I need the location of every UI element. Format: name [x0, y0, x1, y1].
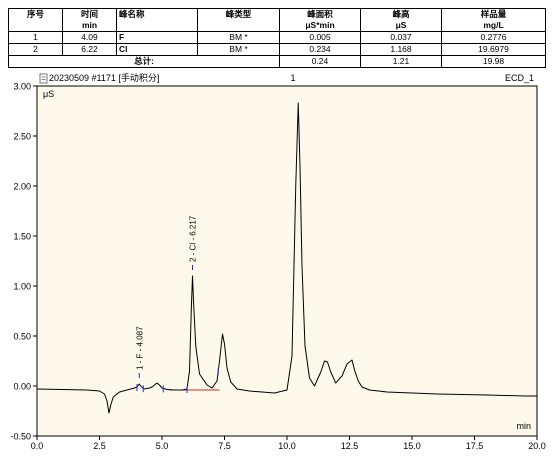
- y-tick-label: -0.50: [10, 432, 31, 442]
- x-tick-label: 10.0: [278, 441, 296, 451]
- cell-area: 0.234: [279, 43, 361, 56]
- unit-peak-name: [116, 20, 198, 32]
- col-header-peak-name: 峰名称: [116, 8, 198, 20]
- y-tick-label: 1.50: [13, 232, 31, 242]
- cell-height: 0.037: [360, 31, 442, 44]
- chart-header-left: 20230509 #1171 [手动积分]: [49, 72, 159, 83]
- total-area: 0.24: [279, 55, 361, 68]
- y-tick-label: 3.00: [13, 82, 31, 92]
- y-tick-label: 0.50: [13, 332, 31, 342]
- total-amount: 19.98: [441, 55, 546, 68]
- col-header-time: 时间: [62, 8, 117, 20]
- x-tick-label: 12.5: [341, 441, 359, 451]
- peak-table: 序号 时间 峰名称 峰类型 峰面积 峰高 样品量 min μS*min μS m…: [8, 8, 546, 68]
- x-axis-label: min: [516, 421, 531, 431]
- cell-time: 4.09: [62, 31, 117, 44]
- col-header-index: 序号: [8, 8, 63, 20]
- chromatogram-icon: [39, 73, 48, 84]
- cell-index: 2: [8, 43, 63, 56]
- cell-peak-type: BM *: [197, 43, 280, 56]
- table-row: 2 6.22 Cl BM * 0.234 1.168 19.6979: [8, 43, 546, 56]
- cell-peak-name: Cl: [116, 43, 198, 56]
- peak-label: 2 - Cl - 6.217: [189, 215, 198, 262]
- x-tick-label: 20.0: [528, 441, 546, 451]
- total-height: 1.21: [360, 55, 442, 68]
- cell-peak-name: F: [116, 31, 198, 44]
- x-tick-label: 15.0: [403, 441, 421, 451]
- col-header-amount: 样品量: [441, 8, 546, 20]
- col-header-area: 峰面积: [279, 8, 361, 20]
- y-tick-label: 2.00: [13, 182, 31, 192]
- signal-trace: [36, 102, 537, 414]
- col-header-height: 峰高: [360, 8, 442, 20]
- cell-height: 1.168: [360, 43, 442, 56]
- unit-index: [8, 20, 63, 32]
- col-header-peak-type: 峰类型: [197, 8, 280, 20]
- x-tick-label: 0.0: [31, 441, 44, 451]
- unit-peak-type: [197, 20, 280, 32]
- cell-index: 1: [8, 31, 63, 44]
- chromatogram-chart: 20230509 #1171 [手动积分] 1 ECD_1 μS min -0.…: [10, 72, 546, 451]
- cell-area: 0.005: [279, 31, 361, 44]
- y-axis-label: μS: [43, 89, 54, 99]
- cell-amount: 0.2776: [441, 31, 546, 44]
- total-row: 总计: 0.24 1.21 19.98: [8, 55, 546, 68]
- x-tick-label: 5.0: [156, 441, 169, 451]
- unit-height: μS: [360, 20, 442, 32]
- y-axis: -0.50 0.00 0.50 1.00 1.50 2.00 2.50 3.00: [10, 82, 37, 442]
- peak-label: 1 - F - 4.087: [135, 326, 144, 370]
- total-label: 总计:: [8, 55, 280, 68]
- x-axis: 0.0 2.5 5.0 7.5 10.0 12.5 15.0 17.5 20.0: [31, 436, 546, 451]
- cell-peak-type: BM *: [197, 31, 280, 44]
- x-tick-label: 7.5: [218, 441, 231, 451]
- chart-header-center: 1: [290, 73, 295, 83]
- plot-area: [36, 85, 538, 437]
- unit-time: min: [62, 20, 117, 32]
- x-tick-label: 17.5: [466, 441, 484, 451]
- unit-row: min μS*min μS mg/L: [8, 20, 546, 32]
- cell-amount: 19.6979: [441, 43, 546, 56]
- y-tick-label: 2.50: [13, 132, 31, 142]
- x-tick-label: 2.5: [93, 441, 106, 451]
- y-tick-label: 1.00: [13, 282, 31, 292]
- unit-amount: mg/L: [441, 20, 546, 32]
- unit-area: μS*min: [279, 20, 361, 32]
- cell-time: 6.22: [62, 43, 117, 56]
- chart-header-right: ECD_1: [505, 73, 534, 83]
- table-row: 1 4.09 F BM * 0.005 0.037 0.2776: [8, 31, 546, 44]
- y-tick-label: 0.00: [13, 382, 31, 392]
- header-row: 序号 时间 峰名称 峰类型 峰面积 峰高 样品量: [8, 8, 546, 20]
- peak-annotations: 1 - F - 4.087 2 - Cl - 6.217: [135, 215, 219, 393]
